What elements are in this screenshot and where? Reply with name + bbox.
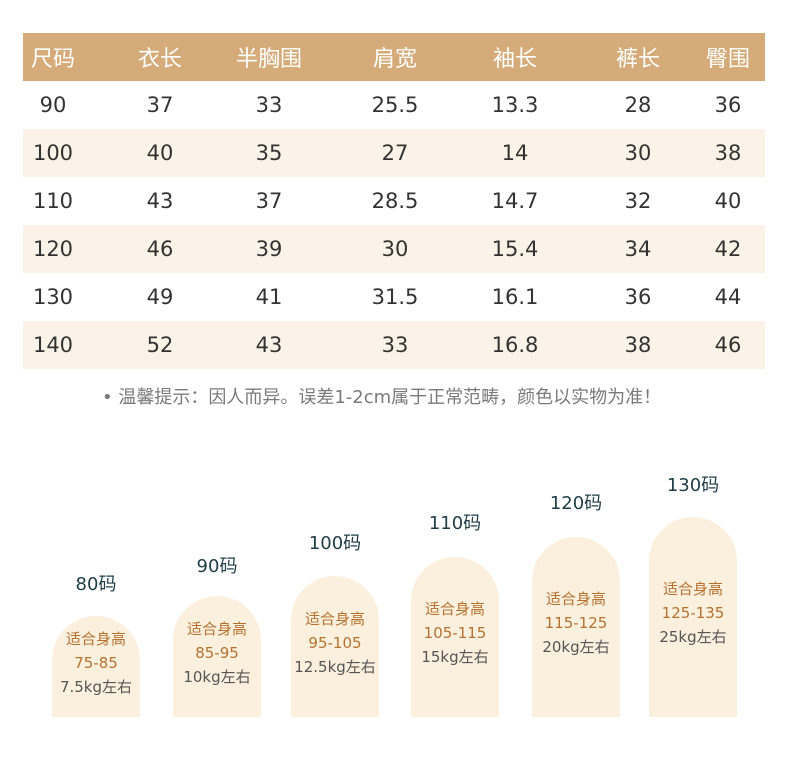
size-fit-text: 适合身高 [186, 620, 247, 638]
table-cell: 38 [714, 141, 742, 165]
table-cell: 40 [714, 189, 742, 213]
table-cell: 33 [255, 93, 283, 117]
size-card: 适合身高 95-105 12.5kg左右 [291, 576, 379, 717]
table-cell: 36 [624, 285, 652, 309]
table-row: 90 37 33 25.5 13.3 28 36 [23, 81, 765, 129]
size-weight-text: 7.5kg左右 [59, 678, 133, 696]
table-cell: 43 [255, 333, 283, 357]
header-size: 尺码 [30, 47, 75, 72]
table-cell: 28 [624, 93, 652, 117]
size-fit-text: 适合身高 [65, 630, 126, 648]
table-cell: 130 [32, 285, 74, 309]
table-cell: 100 [32, 141, 74, 165]
size-title: 130码 [666, 475, 720, 496]
header-pants-length: 裤长 [615, 47, 660, 72]
size-weight-text: 20kg左右 [542, 638, 610, 656]
size-title: 120码 [549, 493, 603, 514]
table-cell: 25.5 [371, 93, 419, 117]
size-title: 100码 [308, 533, 362, 554]
table-cell: 16.8 [491, 333, 539, 357]
table-cell: 30 [624, 141, 652, 165]
size-fit-text: 适合身高 [424, 600, 485, 618]
table-cell: 120 [32, 237, 74, 261]
size-height-text: 95-105 [308, 634, 362, 652]
size-weight-text: 15kg左右 [421, 648, 489, 666]
table-cell: 28.5 [371, 189, 419, 213]
size-title: 90码 [196, 556, 238, 577]
table-cell: 39 [255, 237, 283, 261]
tip-note: • 温馨提示：因人而异。误差1-2cm属于正常范畴，颜色以实物为准！ [102, 387, 662, 408]
table-cell: 49 [146, 285, 174, 309]
size-height-text: 75-85 [74, 654, 118, 672]
table-row: 140 52 43 33 16.8 38 46 [23, 321, 765, 369]
table-cell: 16.1 [491, 285, 539, 309]
table-cell: 52 [146, 333, 174, 357]
table-cell: 40 [146, 141, 174, 165]
size-card: 适合身高 105-115 15kg左右 [411, 557, 499, 717]
size-card: 适合身高 115-125 20kg左右 [532, 537, 620, 717]
size-title: 110码 [428, 513, 482, 534]
size-fit-text: 适合身高 [662, 580, 723, 598]
table-cell: 46 [714, 333, 742, 357]
table-cell: 41 [255, 285, 283, 309]
table-cell: 33 [381, 333, 409, 357]
table-cell: 27 [381, 141, 409, 165]
table-cell: 35 [255, 141, 283, 165]
table-row: 130 49 41 31.5 16.1 36 44 [23, 273, 765, 321]
table-cell: 13.3 [491, 93, 539, 117]
size-weight-text: 12.5kg左右 [294, 658, 376, 676]
table-cell: 140 [32, 333, 74, 357]
size-height-text: 105-115 [423, 624, 487, 642]
table-header: 尺码 衣长 半胸围 肩宽 袖长 裤长 臀围 [23, 33, 765, 81]
table-cell: 37 [146, 93, 174, 117]
table-cell: 32 [624, 189, 652, 213]
header-half-chest: 半胸围 [235, 47, 302, 72]
size-card: 适合身高 75-85 7.5kg左右 [52, 616, 140, 717]
table-cell: 43 [146, 189, 174, 213]
table-cell: 42 [714, 237, 742, 261]
size-card: 适合身高 85-95 10kg左右 [173, 596, 261, 717]
table-cell: 34 [624, 237, 652, 261]
size-fit-text: 适合身高 [304, 610, 365, 628]
table-cell: 90 [39, 93, 67, 117]
size-height-text: 115-125 [544, 614, 608, 632]
size-height-text: 85-95 [195, 644, 239, 662]
table-cell: 15.4 [491, 237, 539, 261]
table-cell: 44 [714, 285, 742, 309]
table-row: 120 46 39 30 15.4 34 42 [23, 225, 765, 273]
table-cell: 31.5 [371, 285, 419, 309]
table-cell: 14.7 [491, 189, 539, 213]
table-cell: 37 [255, 189, 283, 213]
table-row: 110 43 37 28.5 14.7 32 40 [23, 177, 765, 225]
size-fit-text: 适合身高 [545, 590, 606, 608]
size-weight-text: 10kg左右 [183, 668, 251, 686]
table-cell: 46 [146, 237, 174, 261]
size-table: 尺码 衣长 半胸围 肩宽 袖长 裤长 臀围 90 37 33 25.5 13.3 28 36… [23, 33, 765, 369]
table-cell: 36 [714, 93, 742, 117]
size-height-text: 125-135 [661, 604, 725, 622]
header-hip: 臀围 [705, 47, 750, 72]
header-sleeve: 袖长 [492, 47, 537, 72]
table-cell: 14 [501, 141, 529, 165]
table-cell: 110 [32, 189, 74, 213]
table-cell: 38 [624, 333, 652, 357]
size-title: 80码 [75, 574, 117, 595]
size-card: 适合身高 125-135 25kg左右 [649, 517, 737, 717]
table-row: 100 40 35 27 14 30 38 [23, 129, 765, 177]
header-length: 衣长 [137, 47, 182, 72]
header-shoulder: 肩宽 [372, 47, 417, 72]
size-weight-text: 25kg左右 [659, 628, 727, 646]
table-cell: 30 [381, 237, 409, 261]
